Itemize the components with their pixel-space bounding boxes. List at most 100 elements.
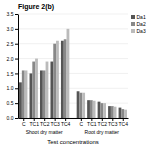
y-axis: 0.0 0.5 1.0 1.5 2.0 2.5 3.0 3.5: [7, 11, 19, 121]
group-label: Root dry matter: [85, 129, 120, 135]
y-tick-mark: [15, 44, 18, 45]
x-tick-label: C: [22, 121, 26, 127]
x-tick: TC1: [29, 118, 39, 127]
bar: [93, 101, 96, 118]
bar: [77, 91, 80, 118]
y-tick: 1.0: [7, 85, 18, 91]
y-tick-label: 0.0: [7, 115, 14, 121]
y-tick: 2.0: [7, 56, 18, 62]
plot-area: 0.00.51.01.52.02.53.03.5CTC1TC2TC3TC4CTC…: [7, 11, 129, 145]
legend-item: Da3: [131, 28, 146, 34]
bar: [111, 106, 114, 118]
bar: [40, 70, 43, 118]
legend-swatch: [131, 15, 135, 19]
y-tick-mark: [15, 59, 18, 60]
bar: [98, 102, 101, 118]
x-tick: TC2: [98, 118, 108, 127]
legend-item: Da1: [131, 14, 146, 20]
y-tick-mark: [15, 88, 18, 89]
y-tick-label: 0.5: [7, 100, 14, 106]
x-tick-label: TC2: [98, 121, 108, 127]
x-tick: TC3: [108, 118, 118, 127]
x-axis-title: Test concentrations: [47, 139, 99, 145]
y-tick: 2.5: [7, 41, 18, 47]
legend-swatch: [131, 29, 135, 33]
grid: [18, 14, 128, 118]
grid-line: [18, 28, 128, 29]
chart-container: 0.00.51.01.52.02.53.03.5CTC1TC2TC3TC4CTC…: [0, 0, 150, 150]
bar: [35, 59, 38, 118]
bar: [67, 29, 70, 118]
x-tick: TC4: [119, 118, 129, 127]
bar: [100, 103, 103, 118]
bar: [82, 93, 85, 118]
x-tick-label: TC3: [108, 121, 118, 127]
legend-swatch: [131, 22, 135, 26]
legend-item: Da2: [131, 21, 146, 27]
bar: [22, 70, 25, 118]
x-tick: C: [80, 118, 84, 127]
x-tick: TC1: [87, 118, 97, 127]
bar: [53, 44, 56, 118]
bar: [64, 39, 67, 118]
y-tick: 0.5: [7, 100, 18, 106]
x-tick-label: TC1: [29, 121, 39, 127]
legend-label: Da1: [137, 14, 146, 20]
y-tick: 1.5: [7, 71, 18, 77]
x-tick-label: TC4: [119, 121, 129, 127]
y-tick-mark: [15, 103, 18, 104]
x-tick-label: TC1: [87, 121, 97, 127]
x-axis: CTC1TC2TC3TC4CTC1TC2TC3TC4: [19, 118, 129, 127]
bar: [50, 62, 53, 118]
bar: [103, 103, 106, 118]
chart-title: Figure 2(b): [18, 3, 54, 11]
legend: Da1Da2Da3: [131, 14, 146, 34]
y-tick-label: 2.0: [7, 56, 14, 62]
x-tick-label: C: [80, 121, 84, 127]
x-tick: TC4: [61, 118, 71, 127]
x-tick-label: TC3: [50, 121, 60, 127]
chart-svg: 0.00.51.01.52.02.53.03.5CTC1TC2TC3TC4CTC…: [0, 0, 150, 150]
legend-label: Da2: [137, 21, 146, 27]
bar: [56, 41, 59, 118]
y-tick-mark: [15, 118, 18, 119]
y-tick: 3.0: [7, 26, 18, 32]
bars: [19, 29, 127, 118]
y-tick-label: 1.0: [7, 85, 14, 91]
grid-line: [18, 43, 128, 44]
y-tick-mark: [15, 29, 18, 30]
bar: [79, 93, 82, 118]
bar: [108, 106, 111, 118]
bar: [124, 110, 127, 118]
x-axis-line: [19, 118, 129, 119]
bar: [19, 82, 22, 118]
y-tick: 3.5: [7, 11, 18, 17]
x-tick: TC2: [40, 118, 50, 127]
y-axis-line: [18, 15, 19, 119]
bar: [119, 108, 122, 118]
bar: [61, 41, 64, 118]
y-tick: 0.0: [7, 115, 18, 121]
bar: [87, 100, 90, 118]
legend-label: Da3: [137, 28, 146, 34]
bar: [32, 62, 35, 118]
bar: [43, 70, 46, 118]
bar: [30, 73, 33, 118]
y-tick-label: 1.5: [7, 71, 14, 77]
bar: [90, 100, 93, 118]
group-label: Shoot dry matter: [26, 129, 63, 135]
y-tick-mark: [15, 73, 18, 74]
x-tick: TC3: [50, 118, 60, 127]
bar: [46, 62, 49, 118]
grid-line: [18, 58, 128, 59]
y-tick-label: 3.5: [7, 11, 14, 17]
bar: [114, 107, 117, 118]
x-tick: C: [22, 118, 26, 127]
y-tick-mark: [15, 14, 18, 15]
y-tick-label: 2.5: [7, 41, 14, 47]
x-tick-label: TC4: [61, 121, 71, 127]
y-tick-label: 3.0: [7, 26, 14, 32]
bar: [25, 70, 28, 118]
x-tick-label: TC2: [40, 121, 50, 127]
grid-line: [18, 14, 128, 15]
